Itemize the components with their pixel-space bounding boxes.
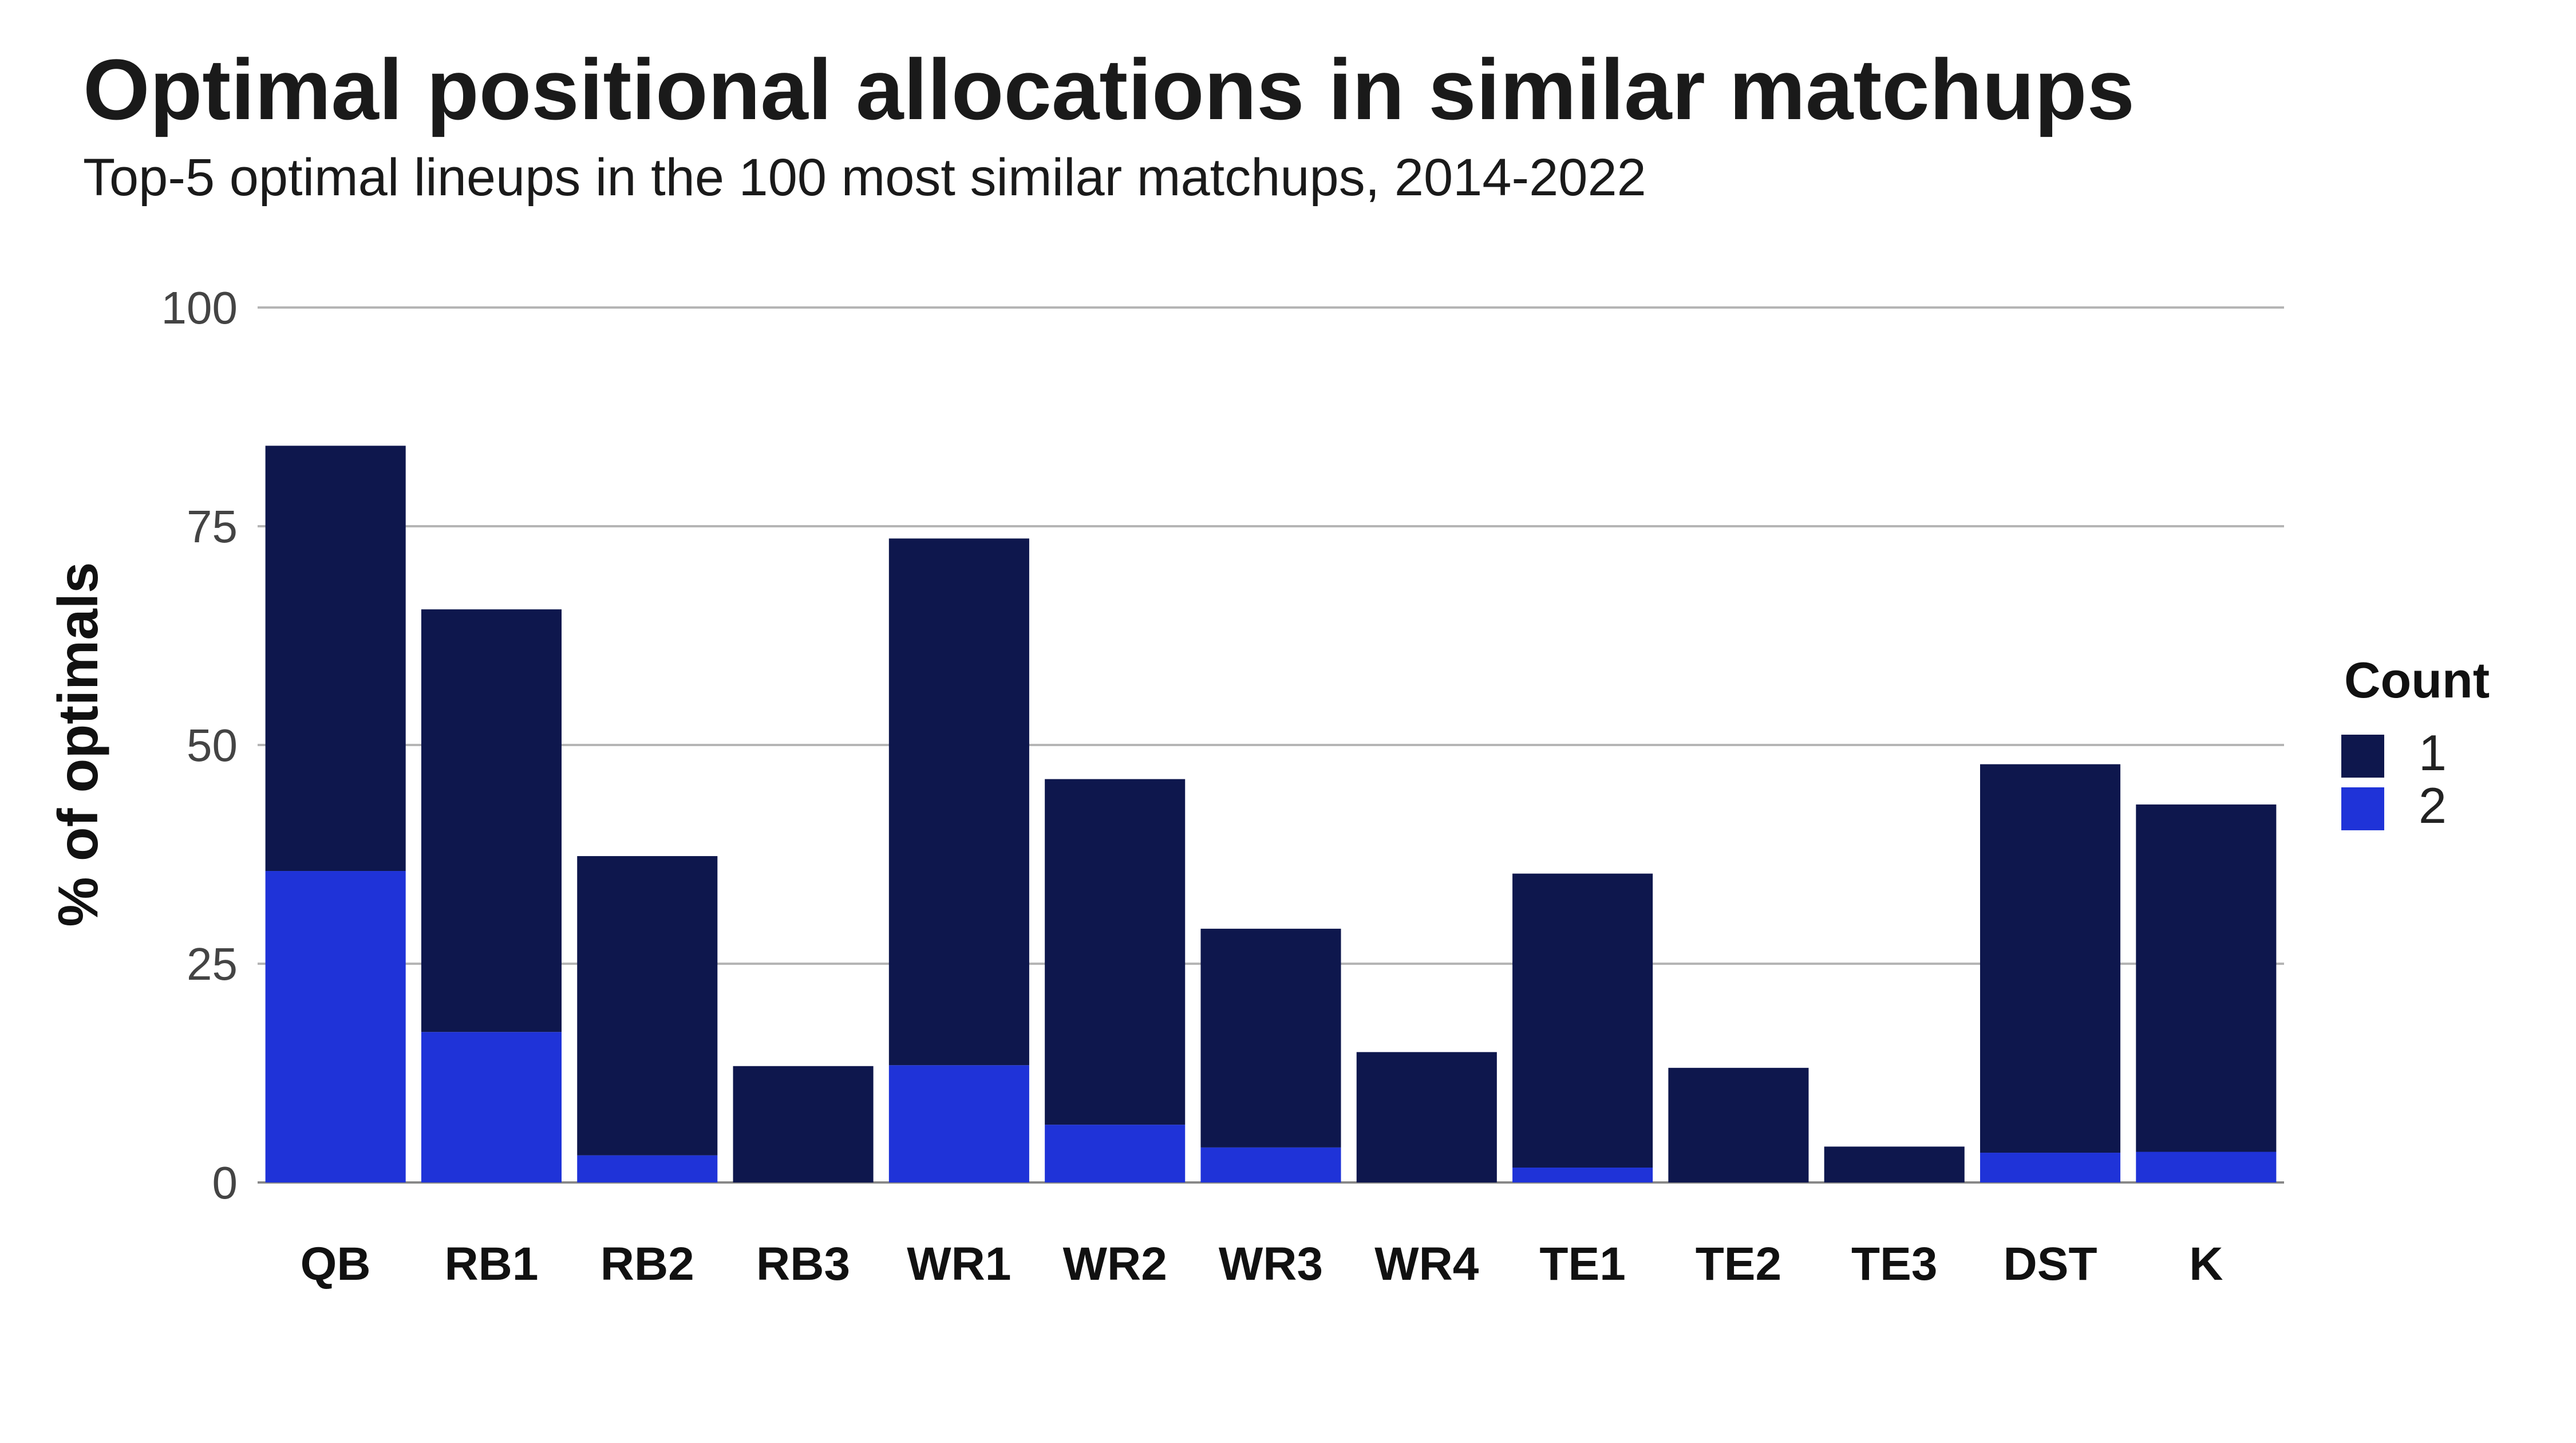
bar-rb1-count-2 (421, 1032, 562, 1182)
bar-wr4-count-1 (1356, 1052, 1497, 1182)
bar-te2-count-1 (1668, 1067, 1809, 1182)
bar-wr3-count-1 (1200, 928, 1341, 1148)
x-tick-label: K (2189, 1238, 2223, 1290)
bar-wr1-count-2 (888, 1065, 1029, 1182)
bar-wr1-count-1 (888, 538, 1029, 1066)
bar-te1-count-1 (1512, 873, 1653, 1168)
x-tick-label: RB2 (600, 1238, 694, 1290)
legend-swatch-2 (2341, 787, 2384, 830)
bar-rb3-count-1 (733, 1066, 874, 1182)
x-tick-label: TE2 (1696, 1238, 1781, 1290)
legend: Count 12 (2341, 652, 2490, 834)
x-tick-label: DST (2004, 1238, 2097, 1290)
y-tick-label: 25 (187, 939, 238, 989)
x-tick-label: RB3 (756, 1238, 850, 1290)
legend-title: Count (2344, 652, 2490, 708)
x-tick-label: TE3 (1851, 1238, 1937, 1290)
y-axis-ticks: 0 25 50 75 100 (161, 282, 238, 1208)
x-tick-label: QB (301, 1238, 371, 1290)
x-tick-label: WR3 (1219, 1238, 1323, 1290)
bar-wr2-count-2 (1045, 1125, 1186, 1182)
bar-k-count-2 (2136, 1152, 2277, 1182)
x-tick-label: TE1 (1539, 1238, 1625, 1290)
bars (265, 445, 2277, 1182)
chart-subtitle: Top-5 optimal lineups in the 100 most si… (83, 148, 1646, 207)
x-tick-label: WR4 (1374, 1238, 1479, 1290)
y-tick-label: 0 (212, 1157, 238, 1208)
legend-label-1: 1 (2419, 724, 2447, 781)
legend-swatch-1 (2341, 735, 2384, 778)
y-tick-label: 75 (187, 501, 238, 552)
chart-title: Optimal positional allocations in simila… (83, 41, 2135, 137)
bar-rb1-count-1 (421, 609, 562, 1032)
bar-rb2-count-2 (577, 1155, 718, 1182)
y-axis-title: % of optimals (46, 562, 109, 926)
bar-te1-count-2 (1512, 1168, 1653, 1182)
legend-label-2: 2 (2419, 777, 2447, 834)
legend-items: 12 (2341, 724, 2447, 834)
x-tick-label: WR2 (1063, 1238, 1167, 1290)
x-tick-label: RB1 (444, 1238, 538, 1290)
x-tick-label: WR1 (907, 1238, 1011, 1290)
bar-k-count-1 (2136, 804, 2277, 1152)
bar-rb2-count-1 (577, 856, 718, 1156)
bar-qb-count-2 (265, 871, 406, 1182)
bar-wr3-count-2 (1200, 1147, 1341, 1182)
y-tick-label: 100 (161, 282, 238, 333)
x-axis-ticks: QB RB1 RB2 RB3 WR1 WR2 WR3 WR4 TE1 TE2 TE3 DST K (301, 1238, 2223, 1290)
bar-wr2-count-1 (1045, 779, 1186, 1125)
bar-dst-count-1 (1980, 764, 2121, 1153)
y-tick-label: 50 (187, 720, 238, 771)
bar-qb-count-1 (265, 445, 406, 872)
bar-dst-count-2 (1980, 1153, 2121, 1182)
bar-te3-count-1 (1824, 1146, 1965, 1182)
